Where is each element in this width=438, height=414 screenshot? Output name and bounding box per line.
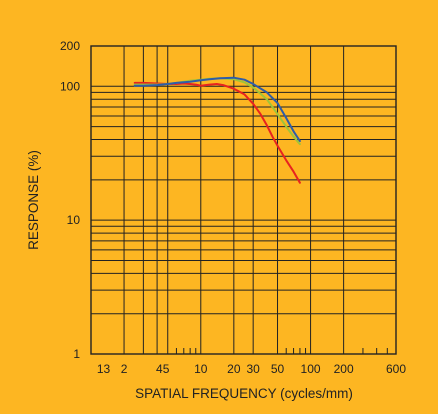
y-tick-labels: 1 10 100 200 [60, 39, 80, 361]
x-tick-label: 10 [194, 362, 208, 376]
x-tick-label: 50 [271, 362, 285, 376]
x-tick-label: 13 [97, 362, 111, 376]
x-tick-label: 30 [246, 362, 260, 376]
minor-ticks [175, 348, 388, 354]
x-tick-label: 100 [301, 362, 321, 376]
plot-background [91, 46, 396, 354]
grid [91, 46, 396, 354]
y-axis-title: RESPONSE (%) [26, 150, 41, 250]
series-line-3 [133, 76, 301, 142]
x-tick-label: 200 [334, 362, 354, 376]
y-tick-label: 100 [60, 79, 80, 93]
plot-frame [90, 45, 397, 355]
x-tick-label: 2 [121, 362, 128, 376]
y-tick-label: 10 [67, 213, 81, 227]
x-tick-label: 45 [156, 362, 170, 376]
x-tick-labels: 13 2 45 10 20 30 50 100 200 600 [97, 362, 407, 376]
x-tick-label: 20 [227, 362, 241, 376]
y-tick-label: 1 [73, 347, 80, 361]
y-tick-label: 200 [60, 39, 80, 53]
x-axis-title: SPATIAL FREQUENCY (cycles/mm) [135, 386, 353, 401]
x-tick-label: 600 [386, 362, 406, 376]
series-group [133, 76, 301, 184]
